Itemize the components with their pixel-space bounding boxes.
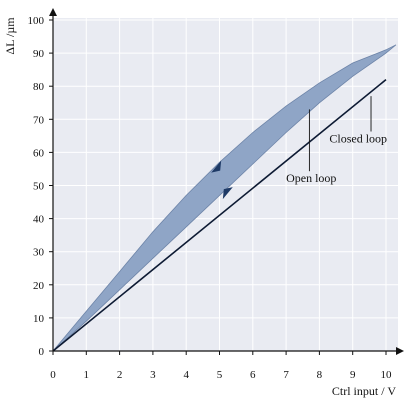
y-tick-label-50: 50	[33, 181, 45, 193]
y-tick-label-60: 60	[33, 147, 45, 159]
x-axis-arrowhead	[396, 347, 404, 355]
x-tick-label-5: 5	[217, 369, 223, 381]
x-tick-label-3: 3	[150, 369, 156, 381]
arrow-increasing	[211, 160, 222, 173]
y-axis-arrowhead	[49, 8, 57, 16]
y-tick-label-20: 20	[33, 280, 45, 292]
arrow-decreasing	[222, 187, 233, 200]
series-closed-loop-line	[52, 78, 387, 352]
y-tick-label-100: 100	[28, 15, 45, 27]
y-tick-label-0: 0	[39, 346, 45, 358]
x-axis-label: Ctrl input / V	[332, 384, 396, 398]
y-tick-label-70: 70	[33, 114, 45, 126]
y-tick-label-10: 10	[33, 313, 45, 325]
x-tick-label-2: 2	[117, 369, 123, 381]
annotation-open-loop: Open loop	[286, 171, 336, 185]
y-tick-label-90: 90	[33, 48, 45, 60]
annotations: Open loop Closed loop	[286, 96, 387, 185]
y-tick-label-80: 80	[33, 81, 45, 93]
y-axis-label: ΔL /µm	[3, 17, 17, 55]
x-tick-label-0: 0	[50, 369, 56, 381]
annotation-closed-loop: Closed loop	[329, 131, 387, 145]
x-tick-label-10: 10	[381, 369, 393, 381]
x-tick-label-8: 8	[317, 369, 323, 381]
axes	[49, 8, 404, 355]
y-tick-label-40: 40	[33, 214, 45, 226]
x-tick-label-4: 4	[183, 369, 189, 381]
x-tick-label-6: 6	[250, 369, 256, 381]
x-tick-label-9: 9	[350, 369, 356, 381]
x-tick-label-7: 7	[283, 369, 289, 381]
series-layer	[52, 44, 397, 352]
x-tick-label-1: 1	[84, 369, 90, 381]
series-open-loop-band	[52, 44, 397, 352]
y-tick-label-30: 30	[33, 247, 45, 259]
